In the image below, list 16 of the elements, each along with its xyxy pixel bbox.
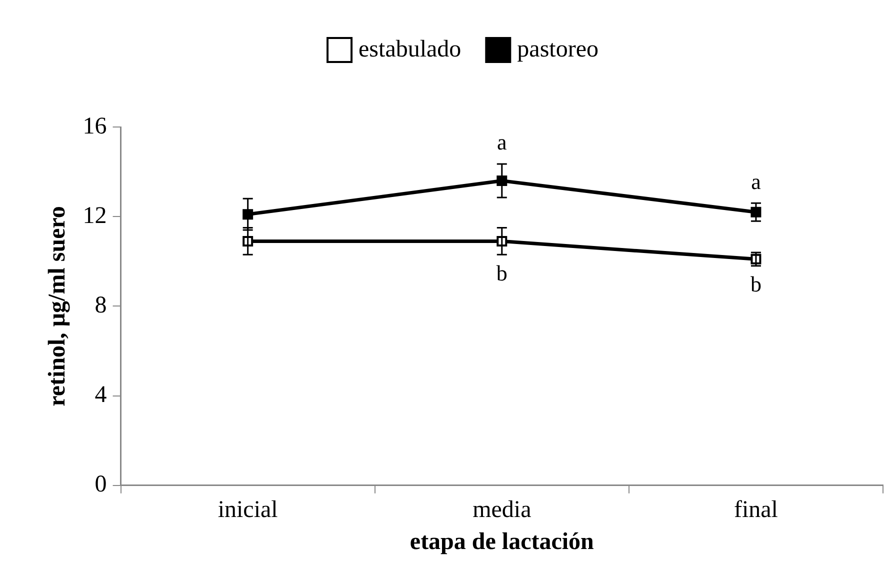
annotation: b bbox=[496, 260, 508, 286]
legend-label: estabulado bbox=[358, 36, 462, 62]
legend-label: pastoreo bbox=[517, 36, 598, 62]
annotation: a bbox=[751, 168, 762, 194]
x-tick-label: media bbox=[472, 497, 532, 524]
y-tick-label: 12 bbox=[82, 202, 107, 229]
annotation: b bbox=[750, 272, 762, 297]
y-tick-label: 16 bbox=[82, 113, 107, 140]
x-tick-label: final bbox=[734, 497, 778, 524]
x-axis-title: etapa de lactación bbox=[410, 528, 594, 555]
y-tick-label: 4 bbox=[94, 382, 107, 408]
annotation: a bbox=[497, 130, 508, 155]
x-tick-label: inicial bbox=[218, 497, 278, 524]
y-tick-label: 0 bbox=[94, 472, 107, 498]
y-axis-title: retinol, µg/ml suero bbox=[44, 206, 71, 406]
y-tick-label: 8 bbox=[94, 292, 107, 318]
